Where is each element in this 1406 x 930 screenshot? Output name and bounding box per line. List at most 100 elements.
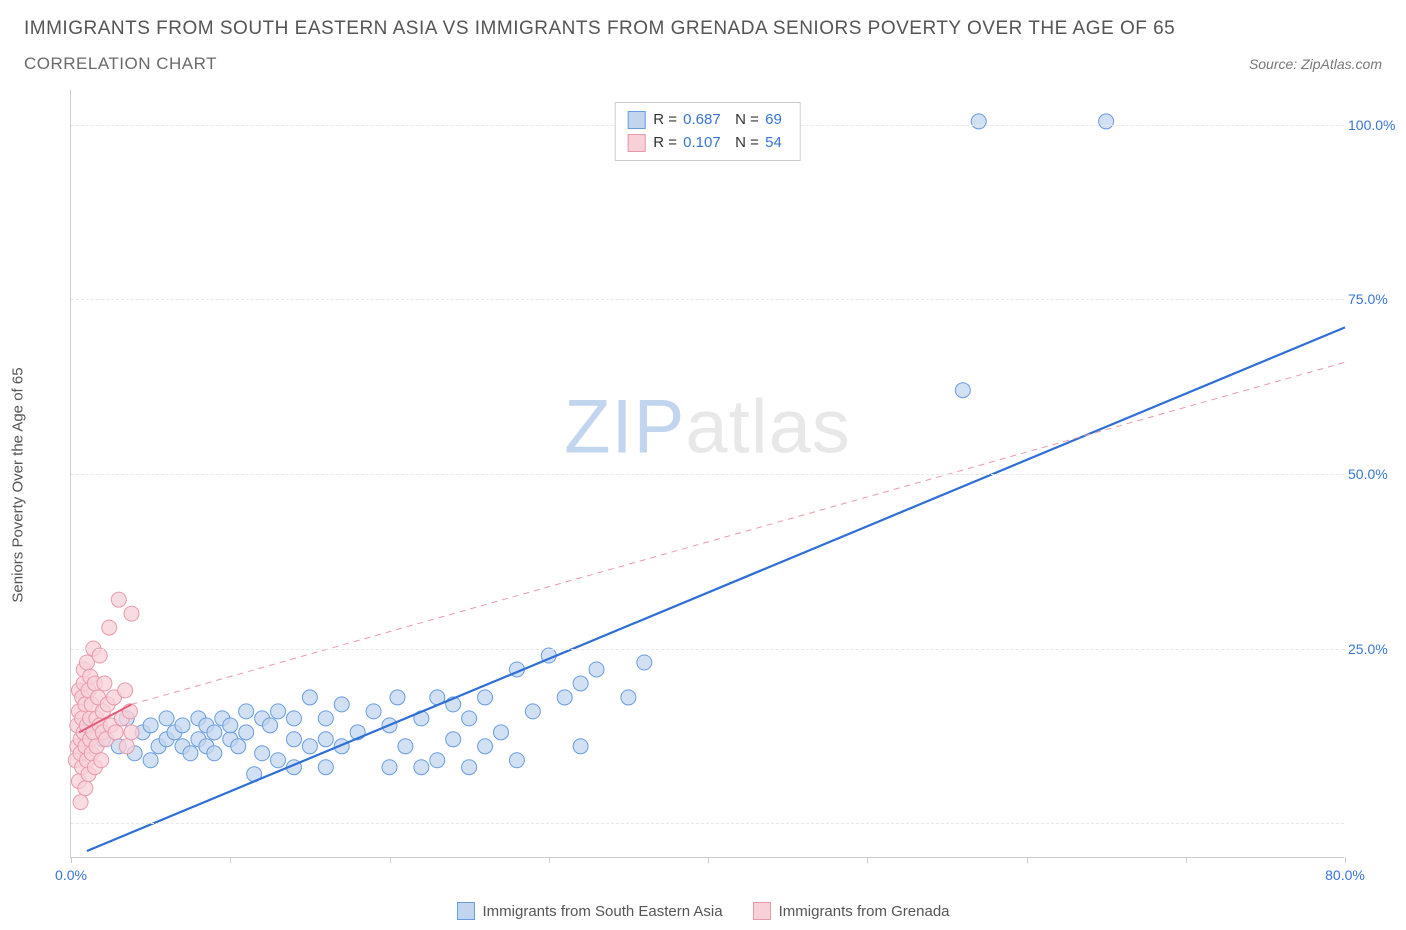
correlation-chart: Seniors Poverty Over the Age of 65 ZIPat… [54, 90, 1344, 880]
data-point [263, 718, 278, 733]
x-tick [1186, 857, 1187, 863]
data-point [183, 746, 198, 761]
y-tick-label: 75.0% [1348, 291, 1388, 307]
data-point [462, 760, 477, 775]
data-point [955, 383, 970, 398]
data-point [119, 739, 134, 754]
data-point [271, 704, 286, 719]
gridline [71, 299, 1344, 300]
data-point [525, 704, 540, 719]
stats-legend-row: R = 0.107 N = 54 [627, 132, 784, 155]
series-legend-item: Immigrants from South Eastern Asia [457, 902, 723, 920]
data-point [589, 662, 604, 677]
source-attribution: Source: ZipAtlas.com [1249, 56, 1382, 72]
data-point [493, 725, 508, 740]
gridline [71, 474, 1344, 475]
legend-swatch [627, 134, 645, 152]
legend-stats-text: R = 0.107 N = 54 [653, 132, 784, 155]
data-point [302, 690, 317, 705]
data-point [382, 760, 397, 775]
trend-line [132, 362, 1345, 704]
legend-stats-text: R = 0.687 N = 69 [653, 109, 784, 132]
data-point [478, 690, 493, 705]
stats-legend-box: R = 0.687 N = 69R = 0.107 N = 54 [614, 102, 801, 161]
plot-area: ZIPatlas R = 0.687 N = 69R = 0.107 N = 5… [70, 90, 1344, 858]
data-point [78, 781, 93, 796]
trend-line [87, 327, 1345, 851]
data-point [239, 704, 254, 719]
data-point [573, 676, 588, 691]
data-point [390, 690, 405, 705]
data-point [414, 760, 429, 775]
x-tick [1027, 857, 1028, 863]
data-point [366, 704, 381, 719]
chart-title: IMMIGRANTS FROM SOUTH EASTERN ASIA VS IM… [24, 18, 1382, 40]
data-point [124, 606, 139, 621]
data-point [271, 753, 286, 768]
source-prefix: Source: [1249, 56, 1301, 72]
gridline [71, 823, 1344, 824]
legend-swatch [753, 902, 771, 920]
data-point [97, 676, 112, 691]
series-legend: Immigrants from South Eastern Asia Immigr… [0, 902, 1406, 920]
data-point [255, 746, 270, 761]
data-point [446, 732, 461, 747]
data-point [73, 795, 88, 810]
data-point [92, 648, 107, 663]
data-point [231, 739, 246, 754]
x-tick [867, 857, 868, 863]
data-point [621, 690, 636, 705]
data-point [334, 697, 349, 712]
y-axis-title: Seniors Poverty Over the Age of 65 [10, 367, 27, 602]
y-tick-label: 100.0% [1348, 117, 1395, 133]
data-point [318, 711, 333, 726]
x-tick [708, 857, 709, 863]
data-point [573, 739, 588, 754]
data-point [318, 732, 333, 747]
data-point [118, 683, 133, 698]
data-point [239, 725, 254, 740]
gridline [71, 649, 1344, 650]
data-point [207, 746, 222, 761]
x-tick [71, 857, 72, 863]
series-legend-label: Immigrants from Grenada [779, 903, 950, 920]
data-point [318, 760, 333, 775]
series-legend-item: Immigrants from Grenada [753, 902, 950, 920]
chart-subtitle: CORRELATION CHART [24, 54, 217, 74]
data-point [478, 739, 493, 754]
data-point [430, 753, 445, 768]
data-point [143, 753, 158, 768]
stats-legend-row: R = 0.687 N = 69 [627, 109, 784, 132]
x-tick [390, 857, 391, 863]
data-point [1099, 114, 1114, 129]
y-tick-label: 50.0% [1348, 466, 1388, 482]
x-tick-label: 80.0% [1325, 867, 1365, 883]
data-point [175, 718, 190, 733]
data-point [111, 592, 126, 607]
data-point [286, 711, 301, 726]
data-point [971, 114, 986, 129]
data-point [94, 753, 109, 768]
data-point [207, 725, 222, 740]
data-point [159, 711, 174, 726]
data-point [557, 690, 572, 705]
x-tick [1345, 857, 1346, 863]
data-point [462, 711, 477, 726]
x-tick [230, 857, 231, 863]
y-tick-label: 25.0% [1348, 641, 1388, 657]
legend-swatch [627, 111, 645, 129]
source-name: ZipAtlas.com [1301, 56, 1382, 72]
x-tick-label: 0.0% [55, 867, 87, 883]
series-legend-label: Immigrants from South Eastern Asia [483, 903, 723, 920]
legend-swatch [457, 902, 475, 920]
data-point [398, 739, 413, 754]
data-point [637, 655, 652, 670]
data-point [223, 718, 238, 733]
x-tick [549, 857, 550, 863]
data-point [143, 718, 158, 733]
data-point [302, 739, 317, 754]
data-point [108, 725, 123, 740]
data-point [509, 753, 524, 768]
data-point [102, 620, 117, 635]
data-point [124, 725, 139, 740]
